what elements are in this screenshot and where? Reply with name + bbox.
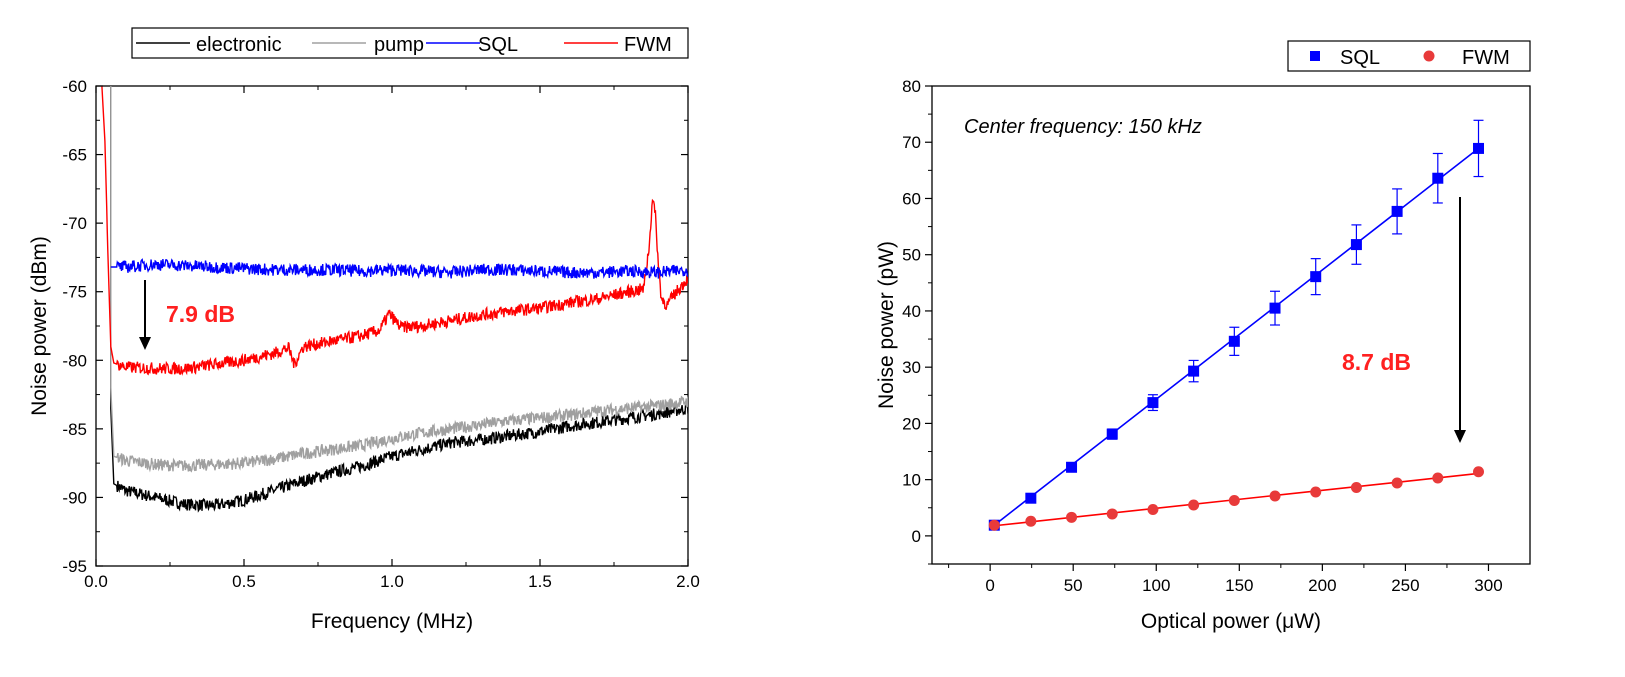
x-tick-label: 300 xyxy=(1474,576,1502,595)
fwm-point xyxy=(1188,499,1200,511)
legend-swatch-fwm xyxy=(1423,50,1435,62)
panel-noise-vs-power: 0 50 100 150 200 250 300 0 10 20 30 40 50 60 70 80 Optic… xyxy=(875,40,1531,633)
sql-point xyxy=(1432,172,1444,184)
y-tick-label: 0 xyxy=(912,527,921,546)
legend: SQL FWM xyxy=(1287,40,1531,72)
y-tick-label: -75 xyxy=(62,283,87,302)
x-tick-label: 2.0 xyxy=(676,572,700,591)
y-tick-label: -85 xyxy=(62,420,87,439)
fwm-point xyxy=(1025,515,1037,527)
legend-label-sql: SQL xyxy=(1340,47,1380,69)
legend: electronic pump SQL FWM xyxy=(131,27,689,59)
sql-point xyxy=(1310,271,1322,283)
y-tick-label: 20 xyxy=(902,414,921,433)
fwm-point xyxy=(1228,494,1240,506)
x-axis-title: Frequency (MHz) xyxy=(311,610,473,633)
y-axis-title: Noise power (dBm) xyxy=(28,236,51,416)
y-axis-title: Noise power (pW) xyxy=(875,241,898,409)
series-line-pump xyxy=(110,86,688,473)
fwm-point xyxy=(1066,511,1078,523)
sql-point xyxy=(1147,397,1159,409)
fwm-point xyxy=(1473,466,1485,478)
series-group xyxy=(101,86,688,513)
annotation-label: 8.7 dB xyxy=(1342,349,1411,375)
x-tick-label: 250 xyxy=(1391,576,1419,595)
sql-point xyxy=(1188,365,1200,377)
fwm-point xyxy=(1269,490,1281,502)
legend-label-electronic: electronic xyxy=(196,34,282,56)
y-tick-label: -70 xyxy=(62,214,87,233)
y-tick-label: 10 xyxy=(902,471,921,490)
x-tick-label: 150 xyxy=(1225,576,1253,595)
plot-frame xyxy=(931,85,1531,565)
y-tick-label: -65 xyxy=(62,146,87,165)
fwm-point xyxy=(1350,482,1362,494)
arrow-head xyxy=(1454,430,1466,443)
legend-label-fwm: FWM xyxy=(624,34,672,56)
legend-label-pump: pump xyxy=(374,34,424,56)
y-tick-label: 70 xyxy=(902,133,921,152)
fwm-point xyxy=(1147,503,1159,515)
sql-point xyxy=(1350,239,1362,251)
sql-point xyxy=(1228,335,1240,347)
x-tick-label: 100 xyxy=(1142,576,1170,595)
legend-box xyxy=(1287,40,1531,72)
y-tick-label: 80 xyxy=(902,77,921,96)
fwm-point xyxy=(1391,477,1403,489)
y-tick-label: 60 xyxy=(902,189,921,208)
y-tick-label: 30 xyxy=(902,358,921,377)
series-line-sql xyxy=(110,258,688,280)
panel-noise-spectrum: 0.0 0.5 1.0 1.5 2.0 -95 -90 -85 -80 -75 -70 -65 -60 F… xyxy=(28,27,700,633)
arrow-head xyxy=(139,337,151,350)
x-tick-label: 0.5 xyxy=(232,572,256,591)
fwm-point xyxy=(988,519,1000,531)
fwm-point xyxy=(1310,486,1322,498)
y-tick-label: 40 xyxy=(902,302,921,321)
sql-point xyxy=(1269,302,1281,314)
series-line-electronic xyxy=(110,86,688,513)
center-frequency-note: Center frequency: 150 kHz xyxy=(964,116,1202,138)
annotation-label: 7.9 dB xyxy=(166,301,235,327)
x-tick-label: 0 xyxy=(985,576,994,595)
y-tick-label: 50 xyxy=(902,246,921,265)
sql-point xyxy=(1066,461,1078,473)
y-tick-label: -80 xyxy=(62,351,87,370)
fwm-point xyxy=(1432,472,1444,484)
sql-point xyxy=(1106,428,1118,440)
legend-swatch-sql xyxy=(1310,51,1320,61)
sql-point xyxy=(1391,205,1403,217)
x-tick-label: 0.0 xyxy=(84,572,108,591)
x-tick-label: 1.5 xyxy=(528,572,552,591)
x-tick-label: 1.0 xyxy=(380,572,404,591)
y-tick-label: -60 xyxy=(62,77,87,96)
sql-point xyxy=(1473,142,1485,154)
legend-label-sql: SQL xyxy=(478,34,518,56)
y-tick-label: -90 xyxy=(62,488,87,507)
series-line-fwm xyxy=(101,86,688,376)
x-tick-label: 200 xyxy=(1308,576,1336,595)
x-axis-title: Optical power (μW) xyxy=(1141,610,1321,633)
y-tick-label: -95 xyxy=(62,557,87,576)
legend-label-fwm: FWM xyxy=(1462,47,1510,69)
fwm-point xyxy=(1106,508,1118,520)
x-tick-label: 50 xyxy=(1064,576,1083,595)
sql-point xyxy=(1025,492,1037,504)
